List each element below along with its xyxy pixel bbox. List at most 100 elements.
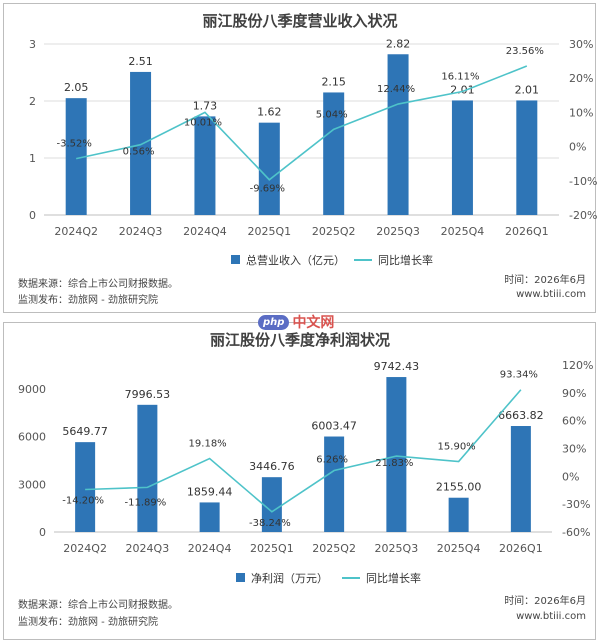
left-axis-tick-label: 9000 <box>18 383 46 396</box>
x-axis-category-label: 2025Q1 <box>247 225 291 238</box>
bar-value-label: 2.15 <box>321 75 346 88</box>
growth-rate-label: -14.20% <box>62 496 104 507</box>
growth-rate-line <box>85 389 522 513</box>
publisher-note: 监测发布：劲旅网 - 劲旅研究院 <box>18 293 158 306</box>
x-axis-category-label: 2026Q1 <box>505 225 549 238</box>
time-note: 时间：2026年6月 <box>504 594 586 607</box>
x-axis-category-label: 2024Q4 <box>183 225 227 238</box>
growth-rate-label: 23.56% <box>506 46 544 57</box>
right-axis-tick-label: -30% <box>562 498 590 511</box>
left-axis-tick-label: 0 <box>39 526 46 539</box>
growth-rate-label: 19.18% <box>189 439 227 450</box>
left-axis-tick-label: 1 <box>29 152 36 165</box>
x-axis-category-label: 2025Q4 <box>441 225 485 238</box>
growth-rate-label: 5.04% <box>316 109 348 120</box>
bar <box>199 502 220 532</box>
x-axis-category-label: 2024Q4 <box>188 542 232 555</box>
growth-rate-label: 10.01% <box>184 117 222 128</box>
bar <box>451 100 473 215</box>
bar <box>448 497 469 532</box>
x-axis-category-label: 2025Q3 <box>375 542 419 555</box>
bar <box>510 426 531 532</box>
left-axis-tick-label: 0 <box>29 209 36 222</box>
source-note: 数据来源：综合上市公司财报数据。 <box>18 277 178 290</box>
chart-title: 丽江股份八季度营业收入状况 <box>202 12 397 30</box>
legend-line-label: 同比增长率 <box>378 253 433 267</box>
x-axis-category-label: 2025Q3 <box>376 225 420 238</box>
right-axis-tick-label: 30% <box>562 443 586 456</box>
profit-chart: 丽江股份八季度净利润状况 0 3000 6000 9000 -60% -30% 0% 30% 60… <box>18 331 593 628</box>
legend-bar-swatch <box>231 255 240 264</box>
bar-value-label: 5649.77 <box>62 425 108 438</box>
bar <box>324 436 345 532</box>
x-axis-category-label: 2025Q4 <box>437 542 481 555</box>
bar <box>137 404 158 532</box>
growth-rate-label: 16.11% <box>441 72 479 83</box>
site-url: www.btiii.com <box>516 289 586 300</box>
right-axis-tick-label: -60% <box>562 526 590 539</box>
bar <box>75 442 96 532</box>
x-axis-category-label: 2024Q2 <box>54 225 98 238</box>
bar-value-label: 2.05 <box>64 81 89 94</box>
growth-rate-label: 21.83% <box>375 458 413 469</box>
legend-line-label: 同比增长率 <box>366 571 421 585</box>
bar-value-label: 2.01 <box>450 83 475 96</box>
legend-bar-swatch <box>236 573 245 582</box>
growth-rate-line <box>76 65 528 181</box>
bar-value-label: 6663.82 <box>498 409 544 422</box>
right-axis-tick-label: -10% <box>569 175 597 188</box>
right-axis-tick-label: 120% <box>562 359 593 372</box>
profit-chart-panel: 丽江股份八季度净利润状况 0 3000 6000 9000 -60% -30% 0% 30% 60… <box>3 322 596 640</box>
x-axis-category-label: 2024Q3 <box>119 225 163 238</box>
bar <box>130 71 152 216</box>
x-axis-category-label: 2025Q1 <box>250 542 294 555</box>
revenue-chart-panel: 丽江股份八季度营业收入状况 0 1 2 3 -20% -10% 0% 10% 20% 30% 2.05… <box>3 3 597 313</box>
revenue-chart: 丽江股份八季度营业收入状况 0 1 2 3 -20% -10% 0% 10% 20% 30% 2.05… <box>18 12 597 306</box>
bar-value-label: 1.73 <box>193 99 218 112</box>
growth-rate-label: 15.90% <box>438 442 476 453</box>
right-axis-tick-label: 10% <box>569 106 593 119</box>
bar <box>194 116 216 215</box>
bar-value-label: 2.01 <box>515 83 540 96</box>
x-axis-category-label: 2025Q2 <box>312 542 356 555</box>
right-axis-tick-label: 0% <box>562 470 579 483</box>
source-note: 数据来源：综合上市公司财报数据。 <box>18 598 178 611</box>
bar <box>516 100 538 215</box>
x-axis-category-label: 2025Q2 <box>312 225 356 238</box>
right-axis-tick-label: -20% <box>569 209 597 222</box>
bar <box>323 92 345 215</box>
bar-value-label: 3446.76 <box>249 460 295 473</box>
x-axis-category-label: 2026Q1 <box>499 542 543 555</box>
left-axis-tick-label: 3 <box>29 38 36 51</box>
growth-rate-label: 0.56% <box>123 147 155 158</box>
chart-title: 丽江股份八季度净利润状况 <box>210 331 390 349</box>
growth-rate-label: 12.44% <box>377 84 415 95</box>
site-url: www.btiii.com <box>516 611 586 622</box>
x-axis-category-label: 2024Q3 <box>126 542 170 555</box>
growth-rate-label: -9.69% <box>250 184 285 195</box>
publisher-note: 监测发布：劲旅网 - 劲旅研究院 <box>18 615 158 628</box>
bar <box>387 54 409 216</box>
right-axis-tick-label: 0% <box>569 141 586 154</box>
growth-rate-label: 93.34% <box>500 370 538 381</box>
bar-value-label: 9742.43 <box>374 360 420 373</box>
bar <box>65 98 87 215</box>
left-axis-tick-label: 3000 <box>18 478 46 491</box>
legend-bar-label: 净利润（万元） <box>251 571 328 585</box>
bar-value-label: 2155.00 <box>436 481 482 494</box>
right-axis-tick-label: 30% <box>569 38 593 51</box>
legend-bar-label: 总营业收入（亿元） <box>246 253 345 267</box>
growth-rate-label: -3.52% <box>56 139 91 150</box>
growth-rate-label: -11.89% <box>125 497 167 508</box>
right-axis-tick-label: 20% <box>569 72 593 85</box>
left-axis-tick-label: 2 <box>29 95 36 108</box>
left-axis-tick-label: 6000 <box>18 431 46 444</box>
right-axis-tick-label: 90% <box>562 387 586 400</box>
time-note: 时间：2026年6月 <box>504 273 586 286</box>
bar <box>258 122 280 215</box>
bar-value-label: 1859.44 <box>187 485 233 498</box>
bar-value-label: 6003.47 <box>311 420 357 433</box>
bar-value-label: 1.62 <box>257 106 282 119</box>
x-axis-category-label: 2024Q2 <box>63 542 107 555</box>
growth-rate-label: 6.26% <box>316 455 348 466</box>
